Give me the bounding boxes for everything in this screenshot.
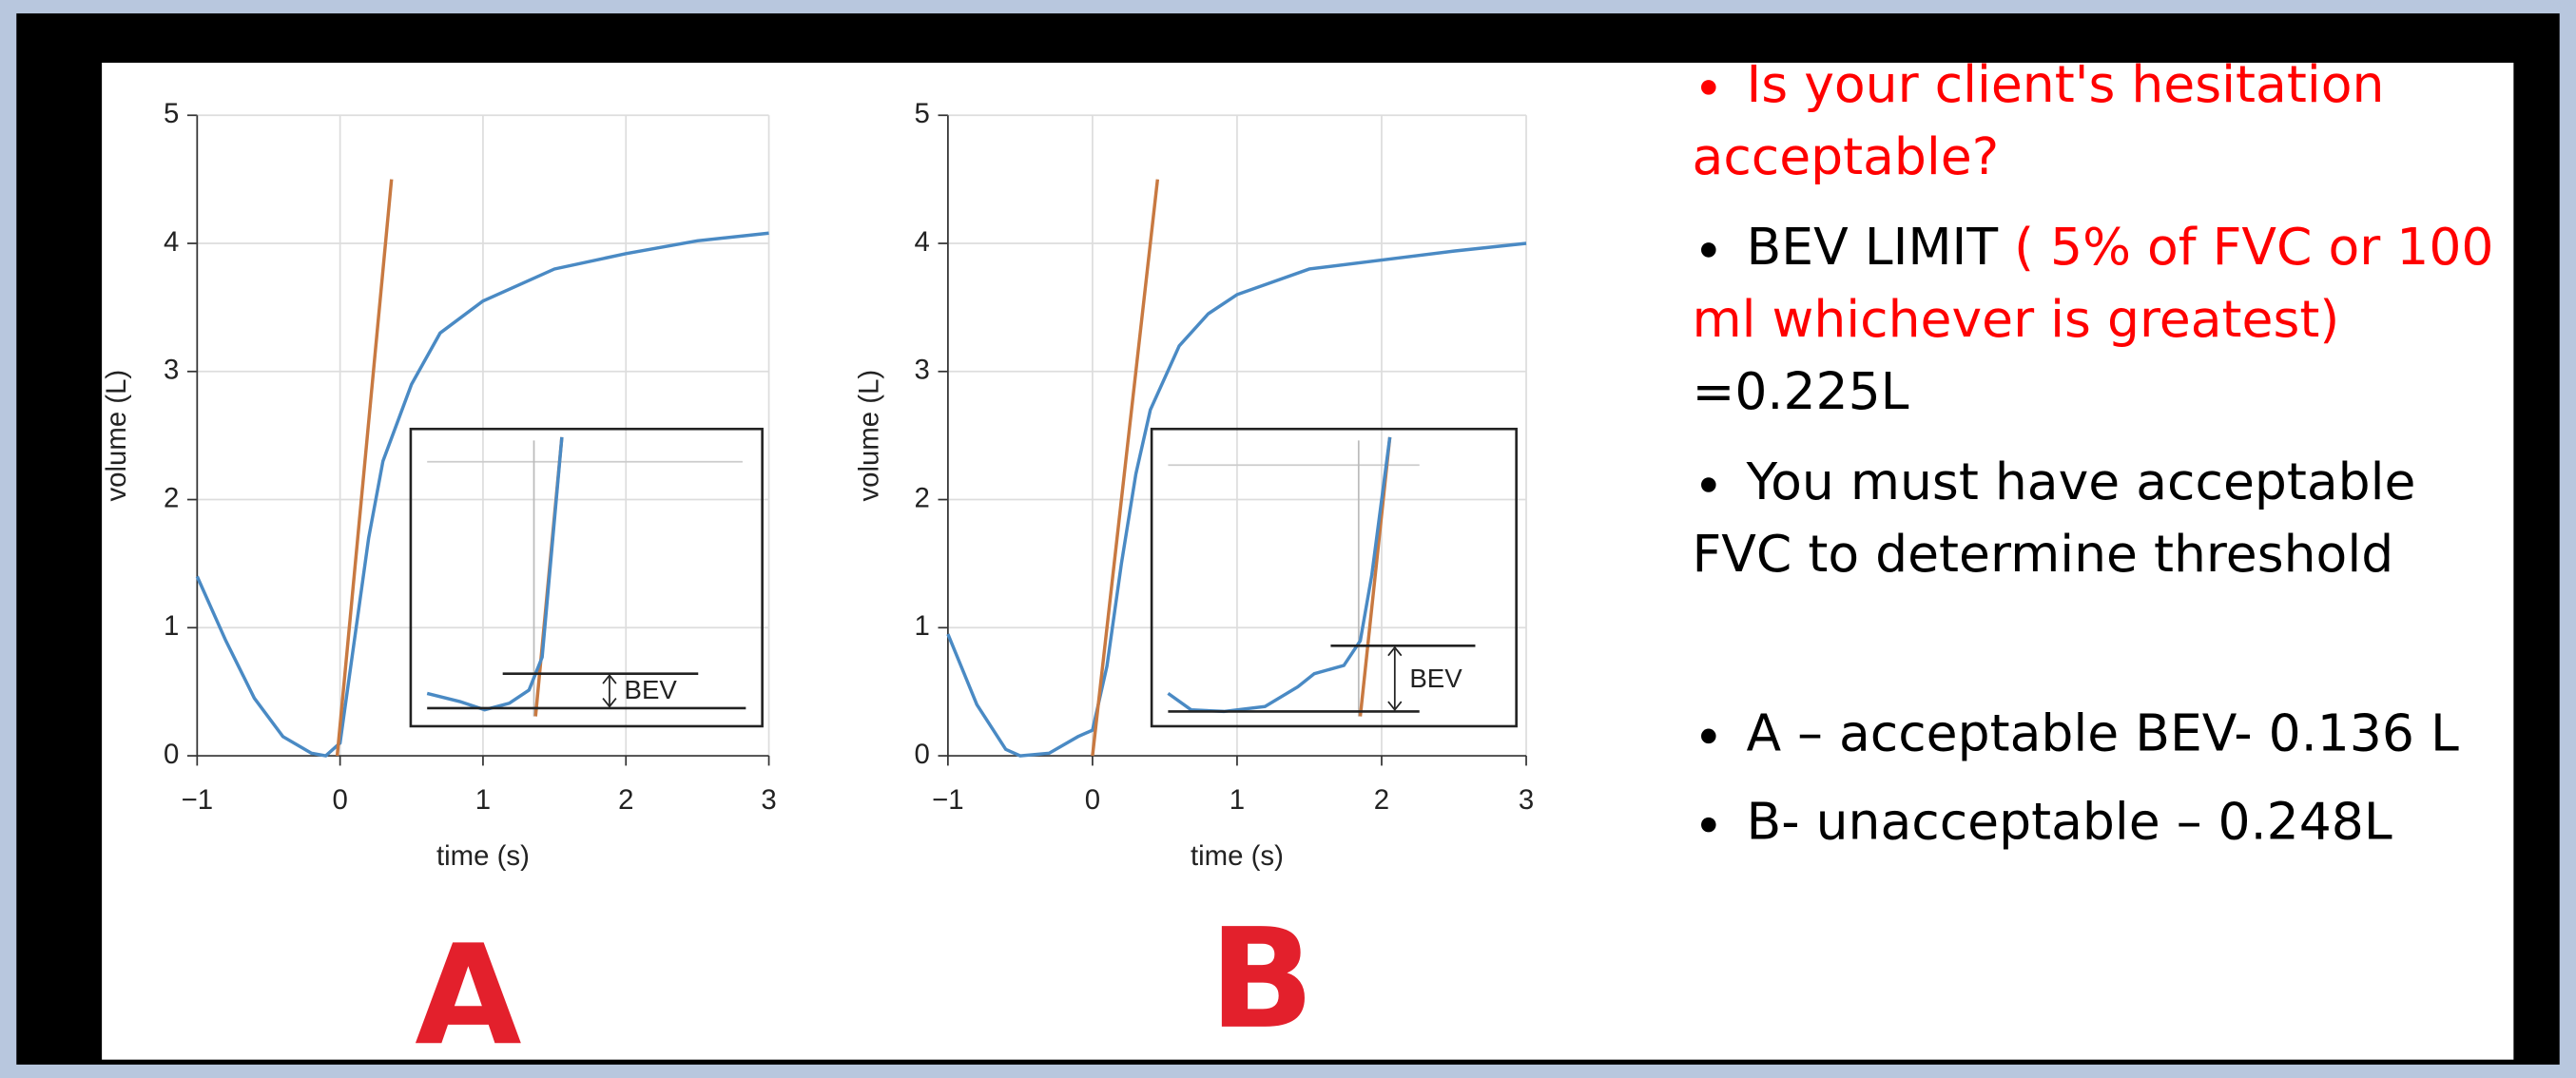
y-tick-label: 5	[164, 98, 179, 129]
x-tick-label: 1	[475, 784, 491, 816]
inset-label: BEV	[1409, 664, 1462, 693]
inset-frame	[409, 427, 764, 728]
slide-content	[102, 62, 2514, 1060]
text-run: Is your client's hesitation	[1747, 54, 2385, 114]
inset-b: BEV	[1150, 427, 1518, 728]
y-axis-title: volume (L)	[101, 370, 132, 502]
bullet	[1701, 477, 1716, 492]
text-run: FVC to determine threshold	[1693, 524, 2394, 584]
bullet-line: A – acceptable BEV- 0.136 L	[1747, 703, 2459, 762]
text-run: ml whichever is greatest)	[1693, 289, 2340, 349]
x-tick-label: 3	[1519, 784, 1534, 816]
y-tick-label: 0	[915, 739, 930, 770]
data-line	[195, 231, 769, 758]
bullet-line: =0.225L	[1693, 361, 1909, 421]
bullet	[1701, 242, 1716, 258]
y-tick-label: 1	[915, 610, 930, 642]
y-tick-label: 1	[164, 610, 179, 642]
x-tick-label: 0	[332, 784, 347, 816]
panel-label: A	[415, 915, 521, 1076]
inset-curve	[426, 436, 564, 712]
bullet-line: ml whichever is greatest)	[1693, 289, 2340, 349]
x-tick-label: −1	[932, 784, 963, 816]
y-tick-label: 2	[164, 482, 179, 513]
y-tick-label: 2	[915, 482, 930, 513]
y-tick-label: 3	[164, 355, 179, 386]
data-line	[946, 241, 1527, 758]
x-axis-title: time (s)	[1191, 840, 1284, 872]
y-tick-label: 5	[915, 98, 930, 129]
x-tick-label: 0	[1085, 784, 1100, 816]
x-tick-label: 2	[618, 784, 633, 816]
data-line	[335, 179, 394, 757]
x-tick-label: 1	[1230, 784, 1245, 816]
bullet	[1701, 80, 1716, 95]
bullet-line: You must have acceptable	[1746, 452, 2416, 511]
text-run: =0.225L	[1693, 361, 1909, 421]
bullet	[1701, 817, 1716, 833]
inset-label: BEV	[625, 675, 678, 704]
bullet-line: acceptable?	[1693, 126, 2000, 186]
bullet	[1701, 728, 1716, 744]
text-run: acceptable?	[1693, 126, 2000, 186]
bev-arrowheads	[1387, 645, 1403, 712]
text-run: A – acceptable BEV- 0.136 L	[1747, 703, 2459, 762]
inset-frame	[1150, 427, 1518, 728]
data-line	[1091, 179, 1160, 757]
y-tick-label: 0	[164, 739, 179, 770]
text-run: BEV LIMIT	[1747, 217, 2015, 277]
bev-arrowheads	[602, 674, 617, 708]
y-tick-label: 3	[915, 355, 930, 386]
text-run: ( 5% of FVC or 100	[2014, 217, 2493, 277]
bullet-line: B- unacceptable – 0.248L	[1747, 791, 2392, 851]
y-axis-title: volume (L)	[853, 370, 884, 502]
bullet-line: FVC to determine threshold	[1693, 524, 2394, 584]
x-axis-title: time (s)	[436, 840, 530, 872]
x-tick-label: 3	[761, 784, 776, 816]
x-tick-label: −1	[182, 784, 213, 816]
text-run: B- unacceptable – 0.248L	[1747, 791, 2392, 851]
bullet-line: BEV LIMIT ( 5% of FVC or 100	[1747, 217, 2494, 277]
inset-a: BEV	[409, 427, 764, 728]
bullet-line: Is your client's hesitation	[1747, 54, 2385, 114]
x-tick-label: 2	[1374, 784, 1389, 816]
panel-label: B	[1210, 899, 1315, 1060]
y-tick-label: 4	[915, 226, 930, 258]
text-run: You must have acceptable	[1746, 452, 2416, 511]
y-tick-label: 4	[164, 226, 179, 258]
